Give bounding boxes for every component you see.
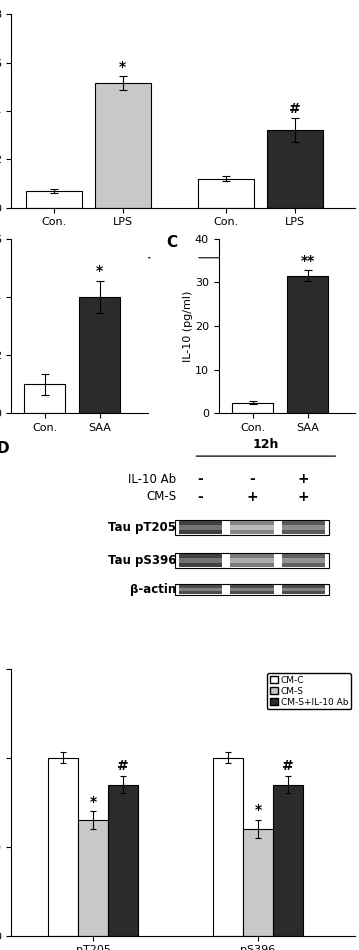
Text: C: C xyxy=(167,235,178,250)
Text: Tau pS396: Tau pS396 xyxy=(108,554,176,567)
Bar xyxy=(48,758,78,936)
Y-axis label: IL-10 (pg/ml): IL-10 (pg/ml) xyxy=(183,291,194,362)
Text: -: - xyxy=(249,472,255,486)
Text: #: # xyxy=(117,759,129,773)
Bar xyxy=(282,525,325,530)
Bar xyxy=(282,588,325,591)
Text: -: - xyxy=(197,489,203,504)
Legend: CM-C, CM-S, CM-S+IL-10 Ab: CM-C, CM-S, CM-S+IL-10 Ab xyxy=(267,674,351,710)
Text: *: * xyxy=(255,804,262,817)
Text: CM-S: CM-S xyxy=(146,490,176,504)
Bar xyxy=(78,820,108,936)
Bar xyxy=(287,276,328,413)
Bar xyxy=(95,83,151,207)
Bar xyxy=(24,385,65,413)
Bar xyxy=(282,585,325,594)
Bar xyxy=(179,525,222,530)
Bar xyxy=(198,179,254,207)
Text: #: # xyxy=(282,759,294,773)
Text: #: # xyxy=(289,102,301,116)
Bar xyxy=(79,296,120,413)
Bar xyxy=(273,785,303,936)
Text: +: + xyxy=(298,472,309,486)
Text: D: D xyxy=(0,441,10,456)
Text: *: * xyxy=(119,60,126,74)
Bar xyxy=(267,130,323,207)
Bar xyxy=(230,585,274,594)
Bar xyxy=(282,554,325,567)
Text: Tau pT205: Tau pT205 xyxy=(108,522,176,534)
Text: **: ** xyxy=(300,255,315,268)
Text: +: + xyxy=(246,489,258,504)
Bar xyxy=(232,403,273,413)
Text: *: * xyxy=(90,794,97,808)
Text: $\mathit{Saa3}^{-/-}$: $\mathit{Saa3}^{-/-}$ xyxy=(238,277,284,294)
Text: β-actin: β-actin xyxy=(130,583,176,596)
Bar xyxy=(230,522,274,534)
Bar xyxy=(230,525,274,530)
Bar xyxy=(243,829,273,936)
Text: IL-10 Ab: IL-10 Ab xyxy=(128,473,176,485)
Bar xyxy=(230,588,274,591)
Text: -: - xyxy=(197,472,203,486)
Bar xyxy=(26,191,82,207)
Text: WT: WT xyxy=(79,277,97,287)
Bar xyxy=(175,553,329,568)
Bar xyxy=(282,522,325,534)
Bar xyxy=(230,554,274,567)
Bar xyxy=(179,585,222,594)
Bar xyxy=(230,559,274,562)
Bar xyxy=(179,559,222,562)
Bar xyxy=(108,785,138,936)
Text: 12h: 12h xyxy=(253,438,279,451)
Bar xyxy=(179,554,222,567)
Bar xyxy=(179,522,222,534)
Bar xyxy=(282,559,325,562)
Text: +: + xyxy=(298,489,309,504)
Bar xyxy=(175,583,329,596)
Bar xyxy=(175,520,329,536)
Text: *: * xyxy=(96,264,103,278)
Bar xyxy=(179,588,222,591)
Bar xyxy=(213,758,243,936)
